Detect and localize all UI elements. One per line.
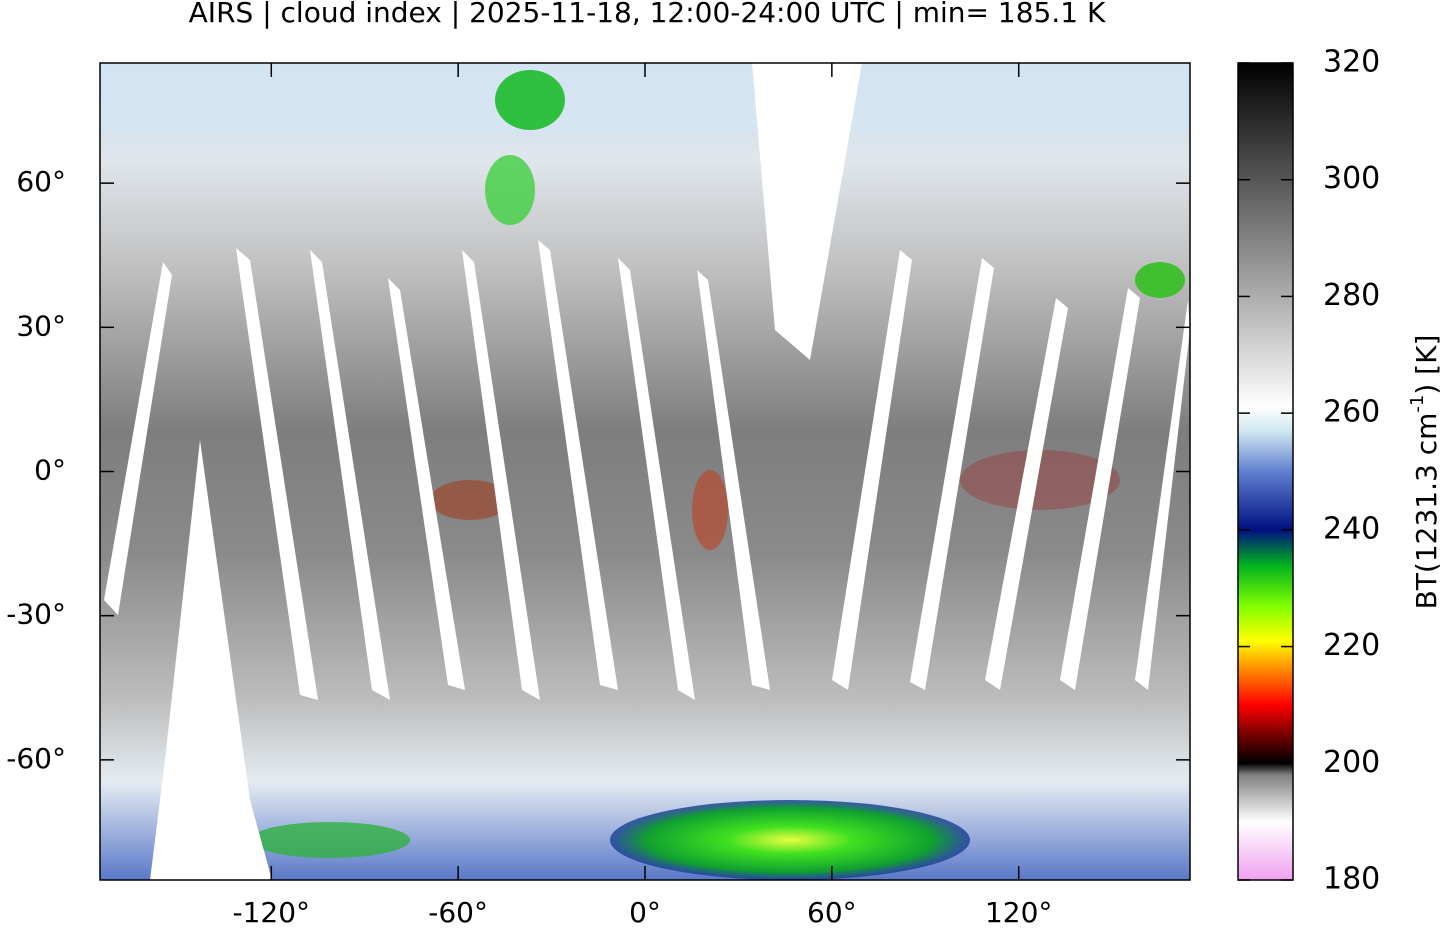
colorbar-tick-label: 260	[1323, 395, 1380, 430]
colorbar-tick-label: 180	[1323, 862, 1380, 897]
y-tick-label: -30°	[6, 598, 66, 631]
x-tick-label: -120°	[233, 896, 311, 929]
y-tick-label: 30°	[16, 309, 66, 342]
title: AIRS | cloud index | 2025-11-18, 12:00-2…	[189, 0, 1106, 29]
colorbar-label: BT(1231.3 cm-1) [K]	[1407, 335, 1442, 610]
x-tick-label: 0°	[629, 896, 661, 929]
colorbar-tick-label: 200	[1323, 745, 1380, 780]
x-tick-label: 60°	[807, 896, 857, 929]
colorbar-tick-label: 240	[1323, 511, 1380, 546]
y-tick-label: -60°	[6, 742, 66, 775]
y-tick-label: 60°	[16, 165, 66, 198]
x-tick-label: -60°	[428, 896, 488, 929]
colorbar-tick-label: 220	[1323, 628, 1380, 663]
map-imagery	[100, 63, 1190, 880]
y-tick-label: 0°	[34, 454, 66, 487]
x-tick-label: 120°	[985, 896, 1052, 929]
colorbar-tick-label: 280	[1323, 278, 1380, 313]
colorbar	[1237, 62, 1294, 881]
colorbar-tick-label: 300	[1323, 161, 1380, 196]
colorbar-tick-label: 320	[1323, 45, 1380, 80]
